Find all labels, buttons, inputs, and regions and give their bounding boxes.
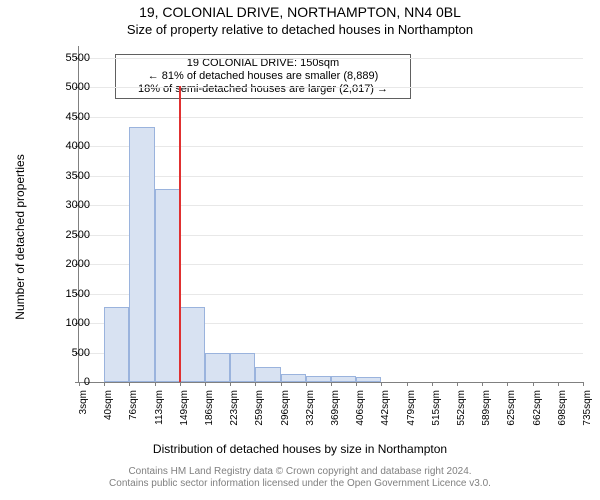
x-tick-label: 698sqm	[557, 390, 568, 450]
x-tick-label: 625sqm	[506, 390, 517, 450]
y-tick-label: 4500	[30, 111, 90, 123]
histogram-bar	[255, 367, 280, 382]
x-tick-label: 3sqm	[78, 390, 89, 450]
x-tick-label: 223sqm	[229, 390, 240, 450]
x-tick-label: 479sqm	[406, 390, 417, 450]
x-tick-label: 296sqm	[280, 390, 291, 450]
y-tick-label: 1000	[30, 317, 90, 329]
gridline	[79, 58, 583, 59]
y-tick-label: 4000	[30, 140, 90, 152]
x-tick-mark	[205, 382, 206, 386]
x-tick-label: 259sqm	[254, 390, 265, 450]
x-tick-mark	[381, 382, 382, 386]
x-tick-label: 332sqm	[305, 390, 316, 450]
x-tick-mark	[155, 382, 156, 386]
histogram-bar	[356, 377, 381, 382]
histogram-bar	[281, 374, 306, 382]
x-tick-label: 369sqm	[330, 390, 341, 450]
x-tick-mark	[558, 382, 559, 386]
histogram-bar	[230, 353, 255, 382]
chart-title-line2: Size of property relative to detached ho…	[0, 22, 600, 37]
footer-line2: Contains public sector information licen…	[109, 478, 491, 489]
histogram-bar	[205, 353, 230, 382]
x-tick-label: 40sqm	[103, 390, 114, 450]
histogram-bar	[129, 127, 154, 382]
footer-line1: Contains HM Land Registry data © Crown c…	[128, 466, 471, 477]
histogram-bar	[155, 189, 180, 382]
x-tick-mark	[281, 382, 282, 386]
gridline	[79, 87, 583, 88]
x-tick-mark	[533, 382, 534, 386]
y-tick-label: 5500	[30, 52, 90, 64]
x-tick-mark	[482, 382, 483, 386]
x-tick-mark	[180, 382, 181, 386]
y-tick-label: 5000	[30, 81, 90, 93]
histogram-bar	[180, 307, 205, 382]
gridline	[79, 117, 583, 118]
x-tick-mark	[356, 382, 357, 386]
histogram-bar	[331, 376, 356, 382]
x-tick-mark	[129, 382, 130, 386]
x-tick-mark	[331, 382, 332, 386]
y-tick-label: 500	[30, 347, 90, 359]
x-tick-label: 149sqm	[179, 390, 190, 450]
x-tick-mark	[255, 382, 256, 386]
y-tick-label: 3000	[30, 199, 90, 211]
x-tick-label: 76sqm	[128, 390, 139, 450]
y-tick-label: 0	[30, 376, 90, 388]
y-axis-label: Number of detached properties	[13, 127, 27, 347]
chart-container: 19, COLONIAL DRIVE, NORTHAMPTON, NN4 0BL…	[0, 0, 600, 500]
x-tick-label: 552sqm	[456, 390, 467, 450]
footer-attribution: Contains HM Land Registry data © Crown c…	[0, 466, 600, 490]
x-tick-mark	[432, 382, 433, 386]
x-tick-label: 186sqm	[204, 390, 215, 450]
x-tick-mark	[407, 382, 408, 386]
plot-area: 19 COLONIAL DRIVE: 150sqm ← 81% of detac…	[78, 46, 583, 383]
annotation-box: 19 COLONIAL DRIVE: 150sqm ← 81% of detac…	[115, 54, 411, 99]
gridline	[79, 146, 583, 147]
y-tick-label: 2000	[30, 258, 90, 270]
y-tick-label: 2500	[30, 229, 90, 241]
y-tick-label: 1500	[30, 288, 90, 300]
histogram-bar	[104, 307, 129, 382]
gridline	[79, 176, 583, 177]
x-tick-mark	[583, 382, 584, 386]
x-tick-mark	[230, 382, 231, 386]
y-tick-label: 3500	[30, 170, 90, 182]
annotation-line2: ← 81% of detached houses are smaller (8,…	[148, 70, 379, 82]
x-tick-label: 589sqm	[481, 390, 492, 450]
x-tick-label: 735sqm	[582, 390, 593, 450]
annotation-line1: 19 COLONIAL DRIVE: 150sqm	[187, 57, 339, 69]
x-tick-label: 406sqm	[355, 390, 366, 450]
annotation-line3: 18% of semi-detached houses are larger (…	[138, 83, 388, 95]
chart-title-line1: 19, COLONIAL DRIVE, NORTHAMPTON, NN4 0BL	[0, 4, 600, 20]
x-tick-mark	[457, 382, 458, 386]
x-tick-label: 662sqm	[532, 390, 543, 450]
x-tick-mark	[306, 382, 307, 386]
x-tick-label: 515sqm	[431, 390, 442, 450]
reference-line	[179, 86, 181, 383]
x-tick-mark	[507, 382, 508, 386]
x-tick-mark	[104, 382, 105, 386]
histogram-bar	[306, 376, 331, 382]
x-tick-label: 113sqm	[154, 390, 165, 450]
x-tick-label: 442sqm	[380, 390, 391, 450]
